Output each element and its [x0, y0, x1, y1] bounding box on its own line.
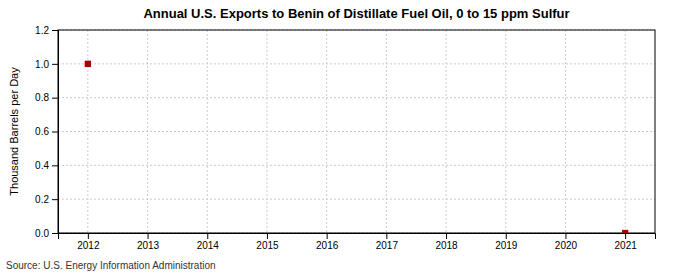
grid-line-x [625, 30, 626, 233]
tick-label: 2016 [316, 240, 339, 251]
tick-mark [52, 98, 58, 99]
tick-mark [148, 233, 149, 239]
axis-line [52, 31, 59, 234]
grid-line-x [565, 30, 566, 233]
tick-label: 2013 [137, 240, 160, 251]
tick: 2021 [615, 233, 638, 251]
data-marks [85, 61, 629, 233]
tick-label: 0.0 [35, 228, 49, 239]
x-axis: 2012 2013 2014 2015 2016 2017 2018 2019 2020 2021 [59, 233, 656, 251]
tick-label: 2019 [495, 240, 518, 251]
tick: 1.2 [35, 25, 58, 36]
tick: 2013 [137, 233, 160, 251]
tick: 1.0 [35, 59, 58, 70]
tick-mark [52, 132, 58, 133]
chart-container: 2012 2013 2014 2015 2016 2017 2018 2019 2020 2021… [0, 0, 675, 275]
tick: 2014 [197, 233, 220, 251]
tick-label: 2020 [555, 240, 578, 251]
y-axis-label: Thousand Barrels per Day [8, 67, 20, 196]
tick-mark [52, 233, 58, 234]
tick-label: 2021 [615, 240, 638, 251]
tick-mark [52, 199, 58, 200]
data-point [622, 230, 628, 233]
grid-line-y [58, 63, 655, 64]
tick: 2020 [555, 233, 578, 251]
tick: 0.8 [35, 92, 58, 103]
grid-line-y [58, 165, 655, 166]
chart-title: Annual U.S. Exports to Benin of Distilla… [143, 6, 569, 21]
tick-mark [506, 233, 507, 239]
tick: 2012 [77, 233, 100, 251]
tick-mark [386, 233, 387, 239]
tick-label: 1.0 [35, 59, 49, 70]
y-axis: 0.0 0.2 0.4 0.6 0.8 1.0 1.2 [35, 25, 58, 239]
tick-mark [52, 64, 58, 65]
tick-mark [88, 233, 89, 239]
grid-line-y [58, 97, 655, 98]
tick: 0.0 [35, 228, 58, 239]
tick: 2015 [256, 233, 279, 251]
source-note: Source: U.S. Energy Information Administ… [6, 260, 216, 271]
tick-label: 2018 [435, 240, 458, 251]
tick: 0.4 [35, 160, 58, 171]
tick: 2016 [316, 233, 339, 251]
tick-label: 2015 [256, 240, 279, 251]
tick: 2019 [495, 233, 518, 251]
tick-mark [327, 233, 328, 239]
tick-mark [446, 233, 447, 239]
grid-line-y [58, 199, 655, 200]
tick-label: 2017 [376, 240, 399, 251]
plot-frame [58, 30, 655, 233]
tick-label: 0.2 [35, 194, 49, 205]
plot-area: 2012 2013 2014 2015 2016 2017 2018 2019 2020 2021… [35, 25, 655, 251]
grid [58, 30, 655, 233]
tick-label: 0.8 [35, 92, 49, 103]
tick-mark [52, 165, 58, 166]
tick-mark [625, 233, 626, 239]
tick: 2017 [376, 233, 399, 251]
tick-mark [207, 233, 208, 239]
tick-label: 2012 [77, 240, 100, 251]
axis-line [59, 234, 656, 240]
tick-label: 2014 [197, 240, 220, 251]
tick: 0.6 [35, 126, 58, 137]
data-point [85, 61, 91, 67]
tick-label: 0.4 [35, 160, 49, 171]
grid-line-y [58, 131, 655, 132]
tick-mark [52, 30, 58, 31]
tick-label: 1.2 [35, 25, 49, 36]
tick-mark [565, 233, 566, 239]
tick-mark [267, 233, 268, 239]
tick: 0.2 [35, 194, 58, 205]
tick: 2018 [435, 233, 458, 251]
tick-label: 0.6 [35, 126, 49, 137]
chart-svg: 2012 2013 2014 2015 2016 2017 2018 2019 2020 2021… [0, 0, 675, 275]
